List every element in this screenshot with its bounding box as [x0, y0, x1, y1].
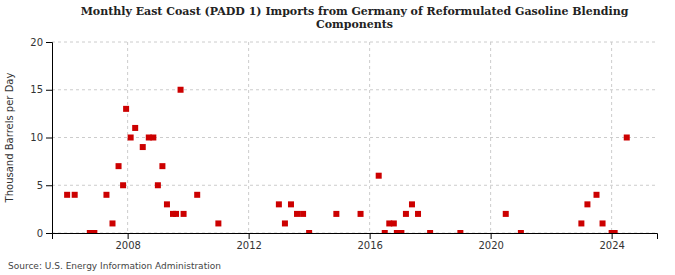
- axis-line: [53, 234, 658, 240]
- title-line: Components: [316, 18, 393, 31]
- grid-line: [369, 42, 370, 233]
- tick-label: 2016: [357, 240, 382, 251]
- grid-line: [52, 137, 657, 138]
- point: [594, 192, 600, 198]
- grid-line: [52, 89, 657, 90]
- point: [128, 135, 134, 141]
- point: [584, 201, 590, 207]
- tick-label: 2008: [115, 240, 140, 251]
- point: [288, 201, 294, 207]
- point: [376, 173, 382, 179]
- tick: 2020: [478, 233, 503, 251]
- tick: 10: [30, 132, 52, 143]
- point: [503, 211, 509, 217]
- title-line: Monthly East Coast (PADD 1) Imports from…: [81, 5, 629, 18]
- point: [155, 182, 161, 188]
- tick-mark: [46, 42, 52, 43]
- tick-label: 20: [30, 37, 43, 48]
- point: [398, 230, 404, 233]
- point: [64, 192, 70, 198]
- tick-label: 2024: [599, 240, 624, 251]
- tick: 2016: [357, 233, 382, 251]
- tick-label: 15: [30, 84, 43, 95]
- grid-line: [490, 42, 491, 233]
- point: [612, 230, 618, 233]
- point: [120, 182, 126, 188]
- tick-mark: [249, 233, 250, 239]
- point: [194, 192, 200, 198]
- point: [518, 230, 524, 233]
- point: [391, 220, 397, 226]
- point: [457, 230, 463, 233]
- points: [64, 87, 630, 233]
- chart: 2008 2012 2016 2020 2024 0 5 10 15 20 Monthly East…: [0, 0, 675, 275]
- point: [116, 163, 122, 169]
- tick-mark: [612, 233, 613, 239]
- tick: 15: [30, 84, 52, 95]
- point: [123, 106, 129, 112]
- point: [358, 211, 364, 217]
- point: [164, 201, 170, 207]
- point: [282, 220, 288, 226]
- point: [578, 220, 584, 226]
- point: [403, 211, 409, 217]
- point: [427, 230, 433, 233]
- point: [300, 211, 306, 217]
- tick: 5: [37, 180, 52, 191]
- point: [215, 220, 221, 226]
- point: [178, 87, 184, 93]
- point: [140, 144, 146, 150]
- point: [409, 201, 415, 207]
- tick: 2008: [115, 233, 140, 251]
- tick: 20: [30, 37, 52, 48]
- point: [132, 125, 138, 131]
- tick-mark: [46, 90, 52, 91]
- plot: 2008 2012 2016 2020 2024 0 5 10 15 20: [30, 37, 657, 251]
- point: [600, 220, 606, 226]
- tick: 0: [37, 228, 52, 239]
- tick-label: 5: [37, 180, 43, 191]
- tick-label: 2020: [478, 240, 503, 251]
- grid: [52, 42, 657, 233]
- tick-mark: [46, 138, 52, 139]
- tick-mark: [491, 233, 492, 239]
- tick-mark: [46, 233, 52, 234]
- annotation: Source: U.S. Energy Information Administ…: [8, 261, 221, 271]
- axis-line: [46, 43, 53, 234]
- tick-label: 10: [30, 132, 43, 143]
- point: [415, 211, 421, 217]
- point: [110, 220, 116, 226]
- point: [382, 230, 388, 233]
- tick-label: 0: [37, 228, 43, 239]
- point: [276, 201, 282, 207]
- point: [306, 230, 312, 233]
- tick: 2012: [236, 233, 261, 251]
- point: [159, 163, 165, 169]
- point: [624, 135, 630, 141]
- tick: 2024: [599, 233, 624, 251]
- y-axis-label: Thousand Barrels per Day: [4, 73, 15, 204]
- grid-line: [52, 42, 657, 43]
- tick-mark: [128, 233, 129, 239]
- tick-mark: [46, 185, 52, 186]
- point: [181, 211, 187, 217]
- grid-line: [611, 42, 612, 233]
- point: [333, 211, 339, 217]
- point: [173, 211, 179, 217]
- point: [103, 192, 109, 198]
- point: [91, 230, 97, 233]
- point: [72, 192, 78, 198]
- y-axis: 0 5 10 15 20: [30, 37, 52, 239]
- point: [150, 135, 156, 141]
- title: Monthly East Coast (PADD 1) Imports from…: [81, 5, 629, 31]
- tick-mark: [370, 233, 371, 239]
- grid-line: [52, 185, 657, 186]
- x-axis: 2008 2012 2016 2020 2024: [53, 233, 658, 251]
- point: [294, 211, 300, 217]
- tick-label: 2012: [236, 240, 261, 251]
- grid-line: [248, 42, 249, 233]
